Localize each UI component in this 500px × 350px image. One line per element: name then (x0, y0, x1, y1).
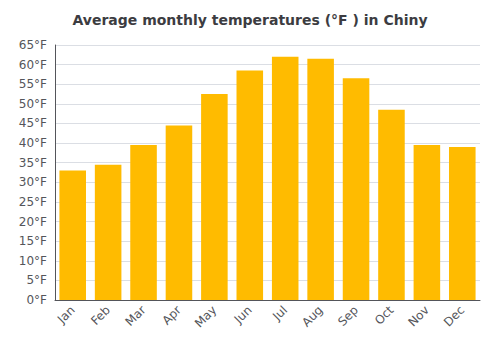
svg-text:65°F: 65°F (19, 38, 47, 52)
svg-text:5°F: 5°F (26, 273, 47, 287)
svg-text:Nov: Nov (405, 303, 431, 329)
svg-text:30°F: 30°F (19, 175, 47, 189)
svg-text:15°F: 15°F (19, 234, 47, 248)
svg-text:May: May (192, 303, 219, 330)
svg-text:Jun: Jun (231, 303, 255, 327)
svg-text:Feb: Feb (88, 303, 113, 328)
svg-text:Sep: Sep (335, 303, 361, 329)
svg-text:20°F: 20°F (19, 215, 47, 229)
svg-text:Aug: Aug (299, 303, 325, 329)
svg-text:Average monthly temperatures (: Average monthly temperatures (°F ) in Ch… (72, 12, 427, 28)
svg-text:0°F: 0°F (26, 293, 47, 307)
svg-text:35°F: 35°F (19, 156, 47, 170)
svg-text:60°F: 60°F (19, 58, 47, 72)
svg-text:Oct: Oct (372, 303, 397, 328)
svg-text:25°F: 25°F (19, 195, 47, 209)
svg-text:Jan: Jan (54, 303, 78, 327)
svg-text:Mar: Mar (123, 303, 149, 329)
svg-text:55°F: 55°F (19, 77, 47, 91)
svg-text:50°F: 50°F (19, 97, 47, 111)
svg-text:10°F: 10°F (19, 254, 47, 268)
svg-text:Dec: Dec (441, 303, 467, 329)
svg-text:40°F: 40°F (19, 136, 47, 150)
svg-text:45°F: 45°F (19, 116, 47, 130)
svg-text:Apr: Apr (159, 303, 184, 328)
svg-text:Jul: Jul (269, 303, 290, 324)
